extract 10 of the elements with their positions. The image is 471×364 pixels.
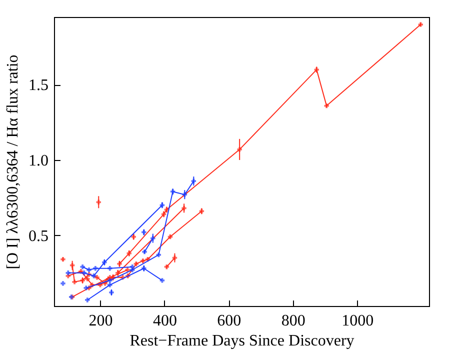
y-tick-label: 1.5 [28,77,48,94]
x-axis-title: Rest−Frame Days Since Discovery [130,332,354,350]
x-tick-label: 200 [88,312,113,330]
x-tick-label: 1000 [342,312,374,330]
x-tick-label: 400 [152,312,177,330]
x-tick-label: 600 [217,312,242,330]
x-tick-label: 800 [281,312,306,330]
y-tick-label: 0.5 [28,228,48,245]
y-axis-title: [O I] λλ6300,6364 / Hα flux ratio [4,54,22,270]
y-tick-label: 1.0 [28,152,48,170]
